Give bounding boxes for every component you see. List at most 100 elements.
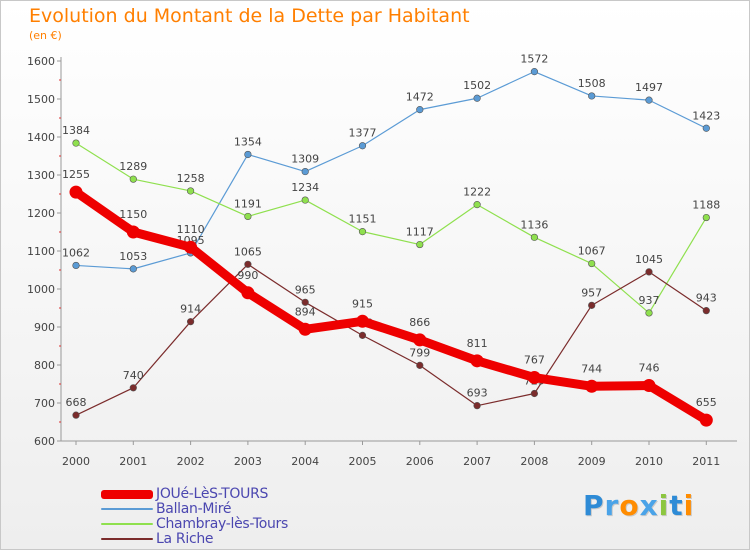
data-point-la-riche bbox=[72, 411, 80, 419]
x-tick-label: 2005 bbox=[349, 455, 377, 468]
data-point-ballan-mir- bbox=[530, 68, 539, 76]
data-label-la-riche: 799 bbox=[409, 346, 430, 359]
x-tick-label: 2000 bbox=[62, 455, 90, 468]
chart-title: Evolution du Montant de la Dette par Hab… bbox=[29, 5, 470, 27]
y-tick-label: 1100 bbox=[27, 245, 55, 258]
y-tick-label: 1400 bbox=[27, 131, 55, 144]
data-point-la-riche bbox=[187, 318, 195, 326]
legend-item: La Riche bbox=[101, 531, 214, 547]
y-tick-label: 1000 bbox=[27, 283, 55, 296]
x-tick-label: 2001 bbox=[119, 455, 147, 468]
data-label-ballan-mir-: 1053 bbox=[119, 250, 147, 263]
logo-letter: t bbox=[669, 489, 684, 522]
legend-swatch bbox=[101, 538, 153, 540]
logo-letter: r bbox=[604, 489, 620, 522]
y-tick-label: 900 bbox=[34, 321, 55, 334]
data-point-chambray-l-s-tours bbox=[301, 196, 309, 204]
data-point-la-riche bbox=[129, 384, 137, 392]
data-label-jou-l-s-tours: 744 bbox=[581, 362, 602, 375]
data-point-la-riche bbox=[530, 389, 539, 398]
data-point-chambray-l-s-tours bbox=[702, 213, 710, 222]
data-label-chambray-l-s-tours: 1136 bbox=[520, 218, 548, 231]
data-label-la-riche: 957 bbox=[581, 286, 602, 299]
data-point-ballan-mir- bbox=[588, 92, 596, 100]
data-point-ballan-mir- bbox=[473, 94, 481, 102]
data-point-jou-l-s-tours bbox=[126, 225, 140, 239]
data-point-chambray-l-s-tours bbox=[588, 259, 596, 268]
data-label-ballan-mir-: 1309 bbox=[291, 153, 319, 166]
legend-label: La Riche bbox=[156, 531, 214, 547]
data-point-jou-l-s-tours bbox=[470, 354, 484, 368]
x-tick-label: 2006 bbox=[406, 455, 434, 468]
data-point-chambray-l-s-tours bbox=[358, 228, 367, 236]
data-point-chambray-l-s-tours bbox=[72, 139, 80, 147]
y-tick-label: 1300 bbox=[27, 169, 55, 182]
legend-label: Chambray-lès-Tours bbox=[156, 516, 289, 532]
logo-letter: i bbox=[683, 489, 695, 522]
x-tick-label: 2008 bbox=[520, 455, 548, 468]
data-label-chambray-l-s-tours: 1234 bbox=[291, 181, 319, 194]
data-label-la-riche: 1065 bbox=[234, 245, 262, 258]
y-tick-label: 600 bbox=[34, 435, 55, 448]
data-point-jou-l-s-tours bbox=[356, 314, 369, 328]
data-label-jou-l-s-tours: 655 bbox=[696, 396, 717, 409]
legend-item: Ballan-Miré bbox=[101, 501, 232, 517]
logo-letter: P bbox=[583, 489, 605, 522]
data-point-la-riche bbox=[416, 361, 424, 369]
series-line-jou-l-s-tours bbox=[71, 187, 711, 425]
data-point-la-riche bbox=[702, 307, 710, 315]
data-point-ballan-mir- bbox=[702, 124, 710, 132]
data-point-la-riche bbox=[358, 331, 367, 339]
data-label-chambray-l-s-tours: 1289 bbox=[119, 160, 147, 173]
data-point-jou-l-s-tours bbox=[527, 371, 541, 385]
data-point-chambray-l-s-tours bbox=[187, 187, 195, 195]
y-tick-label: 800 bbox=[34, 359, 55, 372]
data-label-ballan-mir-: 1062 bbox=[62, 246, 90, 259]
data-label-la-riche: 914 bbox=[180, 303, 201, 316]
legend-item: JOUé-LèS-TOURS bbox=[101, 486, 268, 502]
data-point-jou-l-s-tours bbox=[241, 286, 255, 300]
y-tick-label: 1200 bbox=[27, 207, 55, 220]
data-point-la-riche bbox=[301, 298, 309, 306]
data-label-ballan-mir-: 1572 bbox=[520, 53, 548, 66]
proxiti-logo: Proxiti bbox=[583, 489, 694, 522]
data-label-jou-l-s-tours: 811 bbox=[467, 337, 488, 350]
y-tick-label: 1500 bbox=[27, 93, 55, 106]
data-point-chambray-l-s-tours bbox=[530, 233, 539, 241]
x-tick-label: 2004 bbox=[291, 455, 319, 468]
data-label-ballan-mir-: 1377 bbox=[349, 127, 377, 140]
data-label-ballan-mir-: 1497 bbox=[635, 81, 663, 94]
y-tick-label: 700 bbox=[34, 397, 55, 410]
data-point-la-riche bbox=[645, 268, 653, 276]
data-point-chambray-l-s-tours bbox=[473, 201, 481, 209]
data-point-jou-l-s-tours bbox=[69, 185, 83, 199]
data-label-chambray-l-s-tours: 1258 bbox=[177, 172, 205, 185]
series-line-ballan-mir- bbox=[75, 71, 707, 270]
x-tick-label: 2003 bbox=[234, 455, 262, 468]
data-label-chambray-l-s-tours: 1222 bbox=[463, 186, 491, 199]
data-label-la-riche: 1045 bbox=[635, 253, 663, 266]
data-label-ballan-mir-: 1502 bbox=[463, 79, 491, 92]
data-point-jou-l-s-tours bbox=[642, 379, 656, 393]
x-tick-label: 2002 bbox=[177, 455, 205, 468]
data-label-chambray-l-s-tours: 1151 bbox=[349, 213, 377, 226]
data-label-chambray-l-s-tours: 1191 bbox=[234, 197, 262, 210]
data-label-jou-l-s-tours: 746 bbox=[639, 362, 660, 375]
data-label-jou-l-s-tours: 990 bbox=[237, 269, 258, 282]
data-label-jou-l-s-tours: 1150 bbox=[119, 208, 147, 221]
data-label-jou-l-s-tours: 866 bbox=[409, 316, 430, 329]
data-point-jou-l-s-tours bbox=[298, 322, 312, 336]
data-label-la-riche: 943 bbox=[696, 292, 717, 305]
series-line-chambray-l-s-tours bbox=[75, 142, 707, 314]
x-tick-label: 2011 bbox=[692, 455, 720, 468]
data-label-la-riche: 668 bbox=[66, 396, 87, 409]
legend-item: Chambray-lès-Tours bbox=[101, 516, 289, 532]
data-label-chambray-l-s-tours: 1117 bbox=[406, 226, 434, 239]
data-label-jou-l-s-tours: 1255 bbox=[62, 168, 90, 181]
logo-letter: o bbox=[619, 489, 640, 522]
data-label-ballan-mir-: 1508 bbox=[578, 77, 606, 90]
legend-swatch bbox=[101, 523, 153, 525]
data-label-jou-l-s-tours: 915 bbox=[352, 297, 373, 310]
data-point-la-riche bbox=[588, 301, 596, 309]
